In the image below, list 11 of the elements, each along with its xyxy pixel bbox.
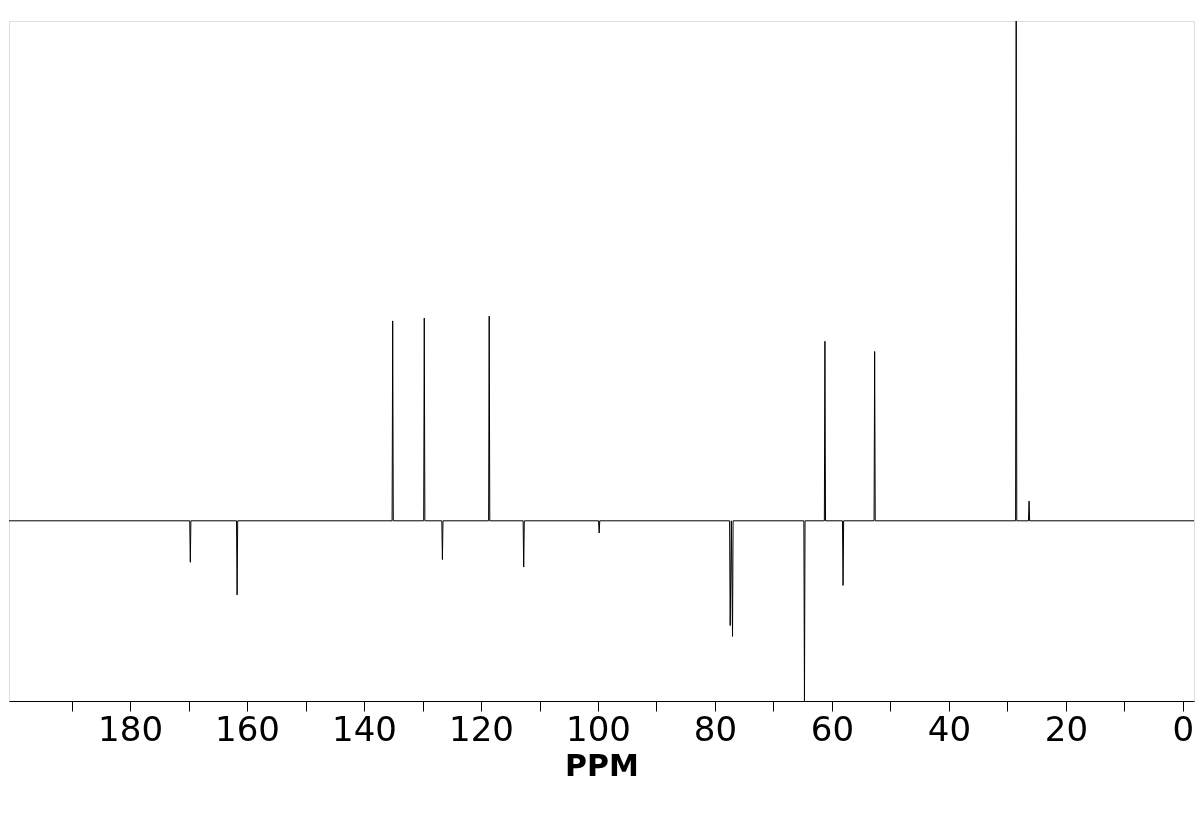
x-tick-label: 40 — [927, 708, 972, 749]
x-tick-label: 100 — [566, 708, 631, 749]
x-tick-label: 140 — [332, 708, 397, 749]
x-tick-label: 180 — [98, 708, 164, 749]
x-tick-label: 160 — [215, 708, 281, 749]
x-tick-label: 0 — [1172, 708, 1195, 749]
x-tick-label: 60 — [810, 708, 855, 749]
x-tick-label: 20 — [1044, 708, 1089, 749]
x-tick-label: 120 — [449, 708, 514, 749]
x-axis-title: PPM — [565, 747, 639, 783]
x-tick-label: 80 — [693, 708, 738, 749]
